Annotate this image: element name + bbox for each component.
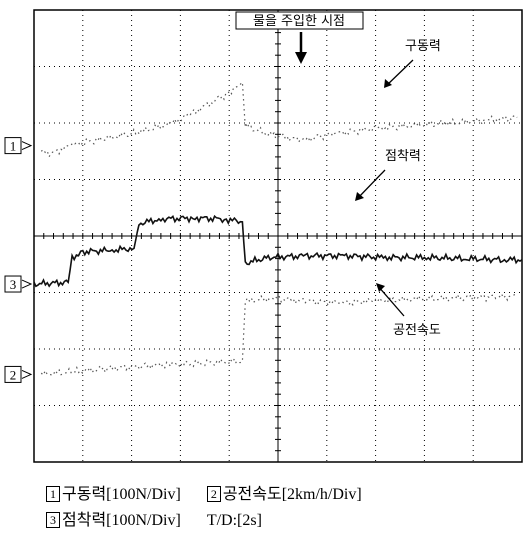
series-layer [33,80,523,377]
marker-1-label: 1 [10,139,17,154]
annotation-speed-arrow-icon [377,285,405,317]
series-line-1 [40,80,518,159]
event-label: 물을 주입한 시점 [253,14,345,29]
annotation-drive-arrow-icon [385,59,414,87]
annotation-drive-arrowhead-icon [384,79,392,88]
annotation-adhesion: 점착력 [385,149,421,164]
marker-3-pointer-icon [21,279,33,289]
marker-layer: 1 3 2 [4,137,33,383]
annotation-speed-group: 공전속도 [376,283,441,338]
event-label-group: 물을 주입한 시점 [235,11,364,64]
annotation-speed-arrowhead-icon [376,283,385,292]
marker-3-label: 3 [10,277,17,292]
annotation-drive: 구동력 [405,39,441,54]
series-line-2 [33,214,523,288]
marker-1-box [4,137,22,155]
marker-1-pointer-icon [21,141,33,151]
marker-3-box [4,275,22,293]
annotation-speed: 공전속도 [393,323,441,338]
annotation-drive-group: 구동력 [384,39,441,88]
event-arrowhead-icon [295,52,307,64]
marker-2-label: 2 [10,367,17,382]
center-axes [33,9,523,463]
annotation-adhesion-arrowhead-icon [355,192,364,201]
marker-2-box [4,365,22,383]
annotation-adhesion-group: 점착력 [355,149,421,201]
marker-2-pointer-icon [21,369,33,379]
annotation-adhesion-arrow-icon [356,169,386,200]
series-line-3 [40,292,518,377]
event-label-box [235,11,364,30]
